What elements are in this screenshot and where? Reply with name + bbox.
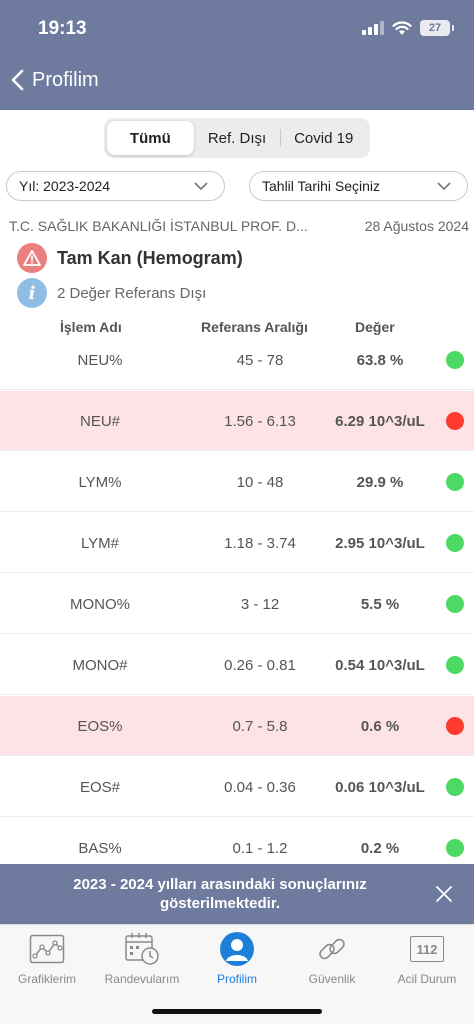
column-header-reference: Referans Aralığı (201, 319, 308, 335)
tab-randevularim[interactable]: Randevularım (95, 931, 189, 991)
row-reference: 1.18 - 3.74 (224, 534, 296, 552)
tab-grafiklerim[interactable]: Grafiklerim (0, 931, 94, 991)
table-row[interactable]: LYM# 1.18 - 3.74 2.95 10^3/uL (0, 513, 474, 573)
header: 19:13 27 Profilim (0, 0, 474, 110)
test-title-row: Tam Kan (Hemogram) (17, 243, 243, 273)
row-reference: 1.56 - 6.13 (224, 412, 296, 430)
status-dot (446, 412, 464, 430)
row-reference: 45 - 78 (236, 351, 284, 369)
chevron-down-icon (194, 182, 208, 190)
status-dot (446, 839, 464, 857)
row-value: 0.54 10^3/uL (335, 656, 425, 674)
year-select-value: Yıl: 2023-2024 (19, 178, 111, 194)
row-name: NEU# (79, 412, 120, 430)
info-banner: 2023 - 2024 yılları arasındaki sonuçları… (0, 864, 474, 924)
row-value: 29.9 % (356, 473, 404, 491)
profile-icon (217, 931, 257, 967)
table-row[interactable]: NEU# 1.56 - 6.13 6.29 10^3/uL (0, 391, 474, 451)
status-time: 19:13 (38, 18, 87, 39)
info-row: i 2 Değer Referans Dışı (17, 278, 206, 308)
row-name: BAS% (78, 839, 122, 857)
row-name: NEU% (77, 351, 123, 369)
page-title: Profilim (32, 68, 99, 91)
table-row[interactable]: EOS# 0.04 - 0.36 0.06 10^3/uL (0, 757, 474, 817)
emergency-112-icon: 112 (407, 931, 447, 967)
wifi-icon (392, 20, 412, 35)
tab-label: Güvenlik (308, 972, 356, 986)
battery-icon: 27 (420, 20, 454, 36)
row-value: 5.5 % (360, 595, 400, 613)
table-row[interactable]: MONO% 3 - 12 5.5 % (0, 574, 474, 634)
row-value: 0.2 % (360, 839, 400, 857)
status-dot (446, 778, 464, 796)
segment-out-of-range[interactable]: Ref. Dışı (207, 129, 267, 147)
table-row[interactable]: MONO# 0.26 - 0.81 0.54 10^3/uL (0, 635, 474, 695)
status-icons: 27 (362, 20, 454, 36)
table-row[interactable]: NEU% 45 - 78 63.8 % (0, 330, 474, 390)
tab-guvenlik[interactable]: Güvenlik (285, 931, 379, 991)
lab-date: 28 Ağustos 2024 (364, 218, 469, 234)
row-value: 0.06 10^3/uL (335, 778, 425, 796)
segment-all[interactable]: Tümü (107, 121, 194, 155)
row-name: EOS# (79, 778, 121, 796)
status-dot (446, 717, 464, 735)
home-indicator (152, 1009, 322, 1014)
results-table: NEU% 45 - 78 63.8 % NEU# 1.56 - 6.13 6.2… (0, 330, 474, 864)
row-value: 63.8 % (356, 351, 404, 369)
row-value: 2.95 10^3/uL (335, 534, 425, 552)
signal-icon (362, 21, 384, 35)
row-reference: 0.7 - 5.8 (232, 717, 288, 735)
info-icon: i (17, 278, 47, 308)
test-date-select[interactable]: Tahlil Tarihi Seçiniz (249, 171, 468, 201)
tab-label: Profilim (216, 972, 257, 986)
row-name: EOS% (77, 717, 123, 735)
row-name: MONO# (72, 656, 128, 674)
chevron-left-icon (11, 69, 24, 91)
out-of-range-count: 2 Değer Referans Dışı (57, 284, 207, 302)
link-icon (312, 931, 352, 967)
row-name: LYM% (78, 473, 122, 491)
warning-icon (17, 243, 47, 273)
status-dot (446, 656, 464, 674)
calendar-icon (122, 931, 162, 967)
banner-text: 2023 - 2024 yılları arasındaki sonuçları… (73, 876, 367, 912)
emergency-112-badge: 112 (410, 936, 444, 962)
tab-label: Acil Durum (397, 972, 457, 986)
status-dot (446, 473, 464, 491)
status-dot (446, 534, 464, 552)
lab-info-row: T.C. SAĞLIK BAKANLIĞI İSTANBUL PROF. D..… (9, 218, 469, 234)
tab-label: Randevularım (104, 972, 180, 986)
row-reference: 0.04 - 0.36 (224, 778, 296, 796)
test-date-select-value: Tahlil Tarihi Seçiniz (262, 178, 381, 194)
status-dot (446, 595, 464, 613)
chevron-down-icon (437, 182, 451, 190)
row-name: MONO% (70, 595, 130, 613)
test-title: Tam Kan (Hemogram) (57, 247, 243, 268)
row-reference: 10 - 48 (236, 473, 284, 491)
filter-segmented-control: Tümü Ref. Dışı Covid 19 (104, 118, 370, 158)
row-reference: 0.26 - 0.81 (224, 656, 296, 674)
row-reference: 0.1 - 1.2 (232, 839, 288, 857)
table-row[interactable]: EOS% 0.7 - 5.8 0.6 % (0, 696, 474, 756)
row-name: LYM# (80, 534, 120, 552)
row-value: 6.29 10^3/uL (335, 412, 425, 430)
tab-profilim[interactable]: Profilim (190, 931, 284, 991)
back-button[interactable]: Profilim (10, 68, 99, 92)
status-dot (446, 351, 464, 369)
lab-name: T.C. SAĞLIK BAKANLIĞI İSTANBUL PROF. D..… (9, 218, 308, 234)
row-value: 0.6 % (360, 717, 400, 735)
tab-bar: Grafiklerim Randevularım (0, 924, 474, 1024)
segment-covid19[interactable]: Covid 19 (280, 121, 367, 155)
row-reference: 3 - 12 (240, 595, 280, 613)
close-icon[interactable] (434, 884, 454, 904)
table-row[interactable]: LYM% 10 - 48 29.9 % (0, 452, 474, 512)
year-select[interactable]: Yıl: 2023-2024 (6, 171, 225, 201)
chart-icon (27, 931, 67, 967)
column-header-name: İşlem Adı (60, 319, 122, 335)
tab-label: Grafiklerim (17, 972, 76, 986)
column-header-value: Değer (355, 319, 395, 335)
tab-acil-durum[interactable]: 112 Acil Durum (380, 931, 474, 991)
table-row[interactable]: BAS% 0.1 - 1.2 0.2 % (0, 818, 474, 864)
